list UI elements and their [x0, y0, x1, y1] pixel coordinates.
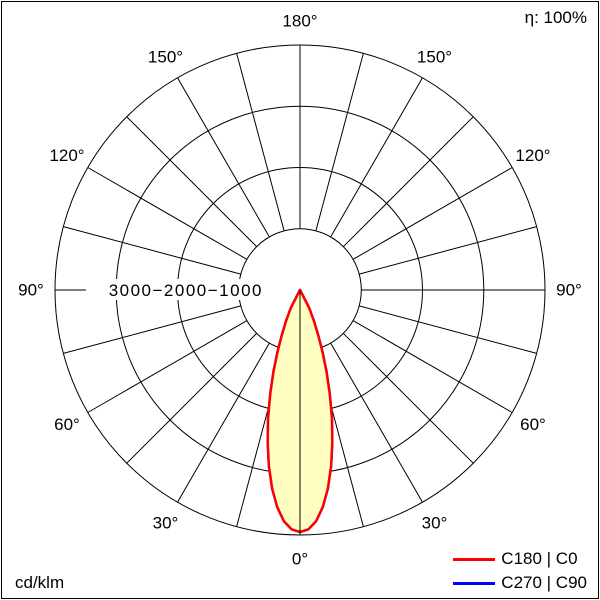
grid-spoke: [63, 226, 241, 275]
radial-axis-label-bg: [86, 279, 266, 300]
legend: C180 | C0 C270 | C90: [453, 549, 587, 593]
grid-spoke: [359, 226, 537, 275]
angle-label: 180°: [282, 12, 317, 31]
unit-label: cd/klm: [15, 573, 65, 592]
grid-spoke: [352, 167, 513, 260]
angle-label: 60°: [520, 415, 546, 434]
grid-spoke: [126, 332, 258, 464]
angle-label: 150°: [148, 48, 183, 67]
angle-label: 30°: [153, 514, 179, 533]
grid-spoke: [87, 167, 248, 260]
grid-spoke: [87, 320, 248, 413]
grid-spoke: [330, 342, 423, 503]
grid-spoke: [330, 77, 423, 238]
grid-spoke: [177, 77, 270, 238]
legend-line-c0-icon: [453, 557, 496, 561]
angle-label: 90°: [556, 281, 582, 300]
angle-label: 120°: [49, 146, 84, 165]
legend-label-c0: C180 | C0: [501, 549, 578, 568]
radial-axis-labels: 3000−2000−1000: [109, 281, 263, 300]
grid-spoke: [352, 320, 513, 413]
grid-spoke: [63, 305, 241, 354]
grid-spoke: [177, 342, 270, 503]
angle-label: 150°: [417, 48, 452, 67]
angle-label: 0°: [292, 550, 308, 569]
angle-label: 60°: [54, 415, 80, 434]
efficiency-label: η: 100%: [524, 8, 587, 27]
legend-label-c90: C270 | C90: [501, 573, 587, 592]
angle-label: 90°: [18, 281, 44, 300]
grid-spoke: [359, 305, 537, 354]
grid-spoke: [236, 53, 285, 231]
legend-line-c90-icon: [453, 581, 496, 585]
grid-spoke: [315, 53, 364, 231]
grid-spoke: [342, 116, 474, 248]
legend-item-c90: C270 | C90: [453, 573, 587, 593]
angle-label: 30°: [422, 514, 448, 533]
grid-spoke: [126, 116, 258, 248]
grid-spoke: [342, 332, 474, 464]
angle-label: 120°: [515, 146, 550, 165]
legend-item-c0: C180 | C0: [453, 549, 578, 569]
